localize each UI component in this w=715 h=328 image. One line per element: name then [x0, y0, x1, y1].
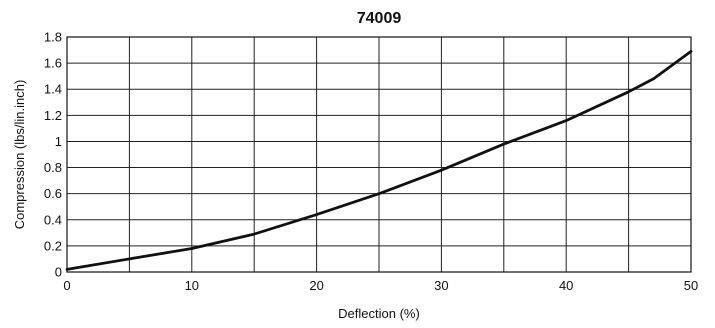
y-tick-label: 1.2: [44, 108, 62, 123]
y-axis-label: Compression (lbs/lin.inch): [12, 80, 27, 230]
y-tick-label: 1.4: [44, 82, 62, 97]
x-tick-label: 40: [559, 278, 573, 293]
x-tick-label: 0: [63, 278, 70, 293]
grid: [67, 37, 691, 272]
x-tick-label: 10: [185, 278, 199, 293]
y-tick-label: 0.8: [44, 160, 62, 175]
y-tick-label: 0: [55, 265, 62, 280]
x-tick-label: 30: [434, 278, 448, 293]
chart-title: 74009: [357, 10, 402, 27]
y-axis-ticks: 0 0.2 0.4 0.6 0.8 1 1.2 1.4 1.6 1.8: [44, 30, 62, 280]
y-tick-label: 1.6: [44, 56, 62, 71]
y-tick-label: 1: [55, 134, 62, 149]
x-tick-label: 50: [684, 278, 698, 293]
y-tick-label: 0.6: [44, 186, 62, 201]
x-tick-label: 20: [309, 278, 323, 293]
x-axis-label: Deflection (%): [338, 306, 420, 321]
y-tick-label: 0.2: [44, 238, 62, 253]
x-axis-ticks: 0 10 20 30 40 50: [63, 278, 698, 293]
y-tick-label: 0.4: [44, 212, 62, 227]
y-tick-label: 1.8: [44, 30, 62, 45]
